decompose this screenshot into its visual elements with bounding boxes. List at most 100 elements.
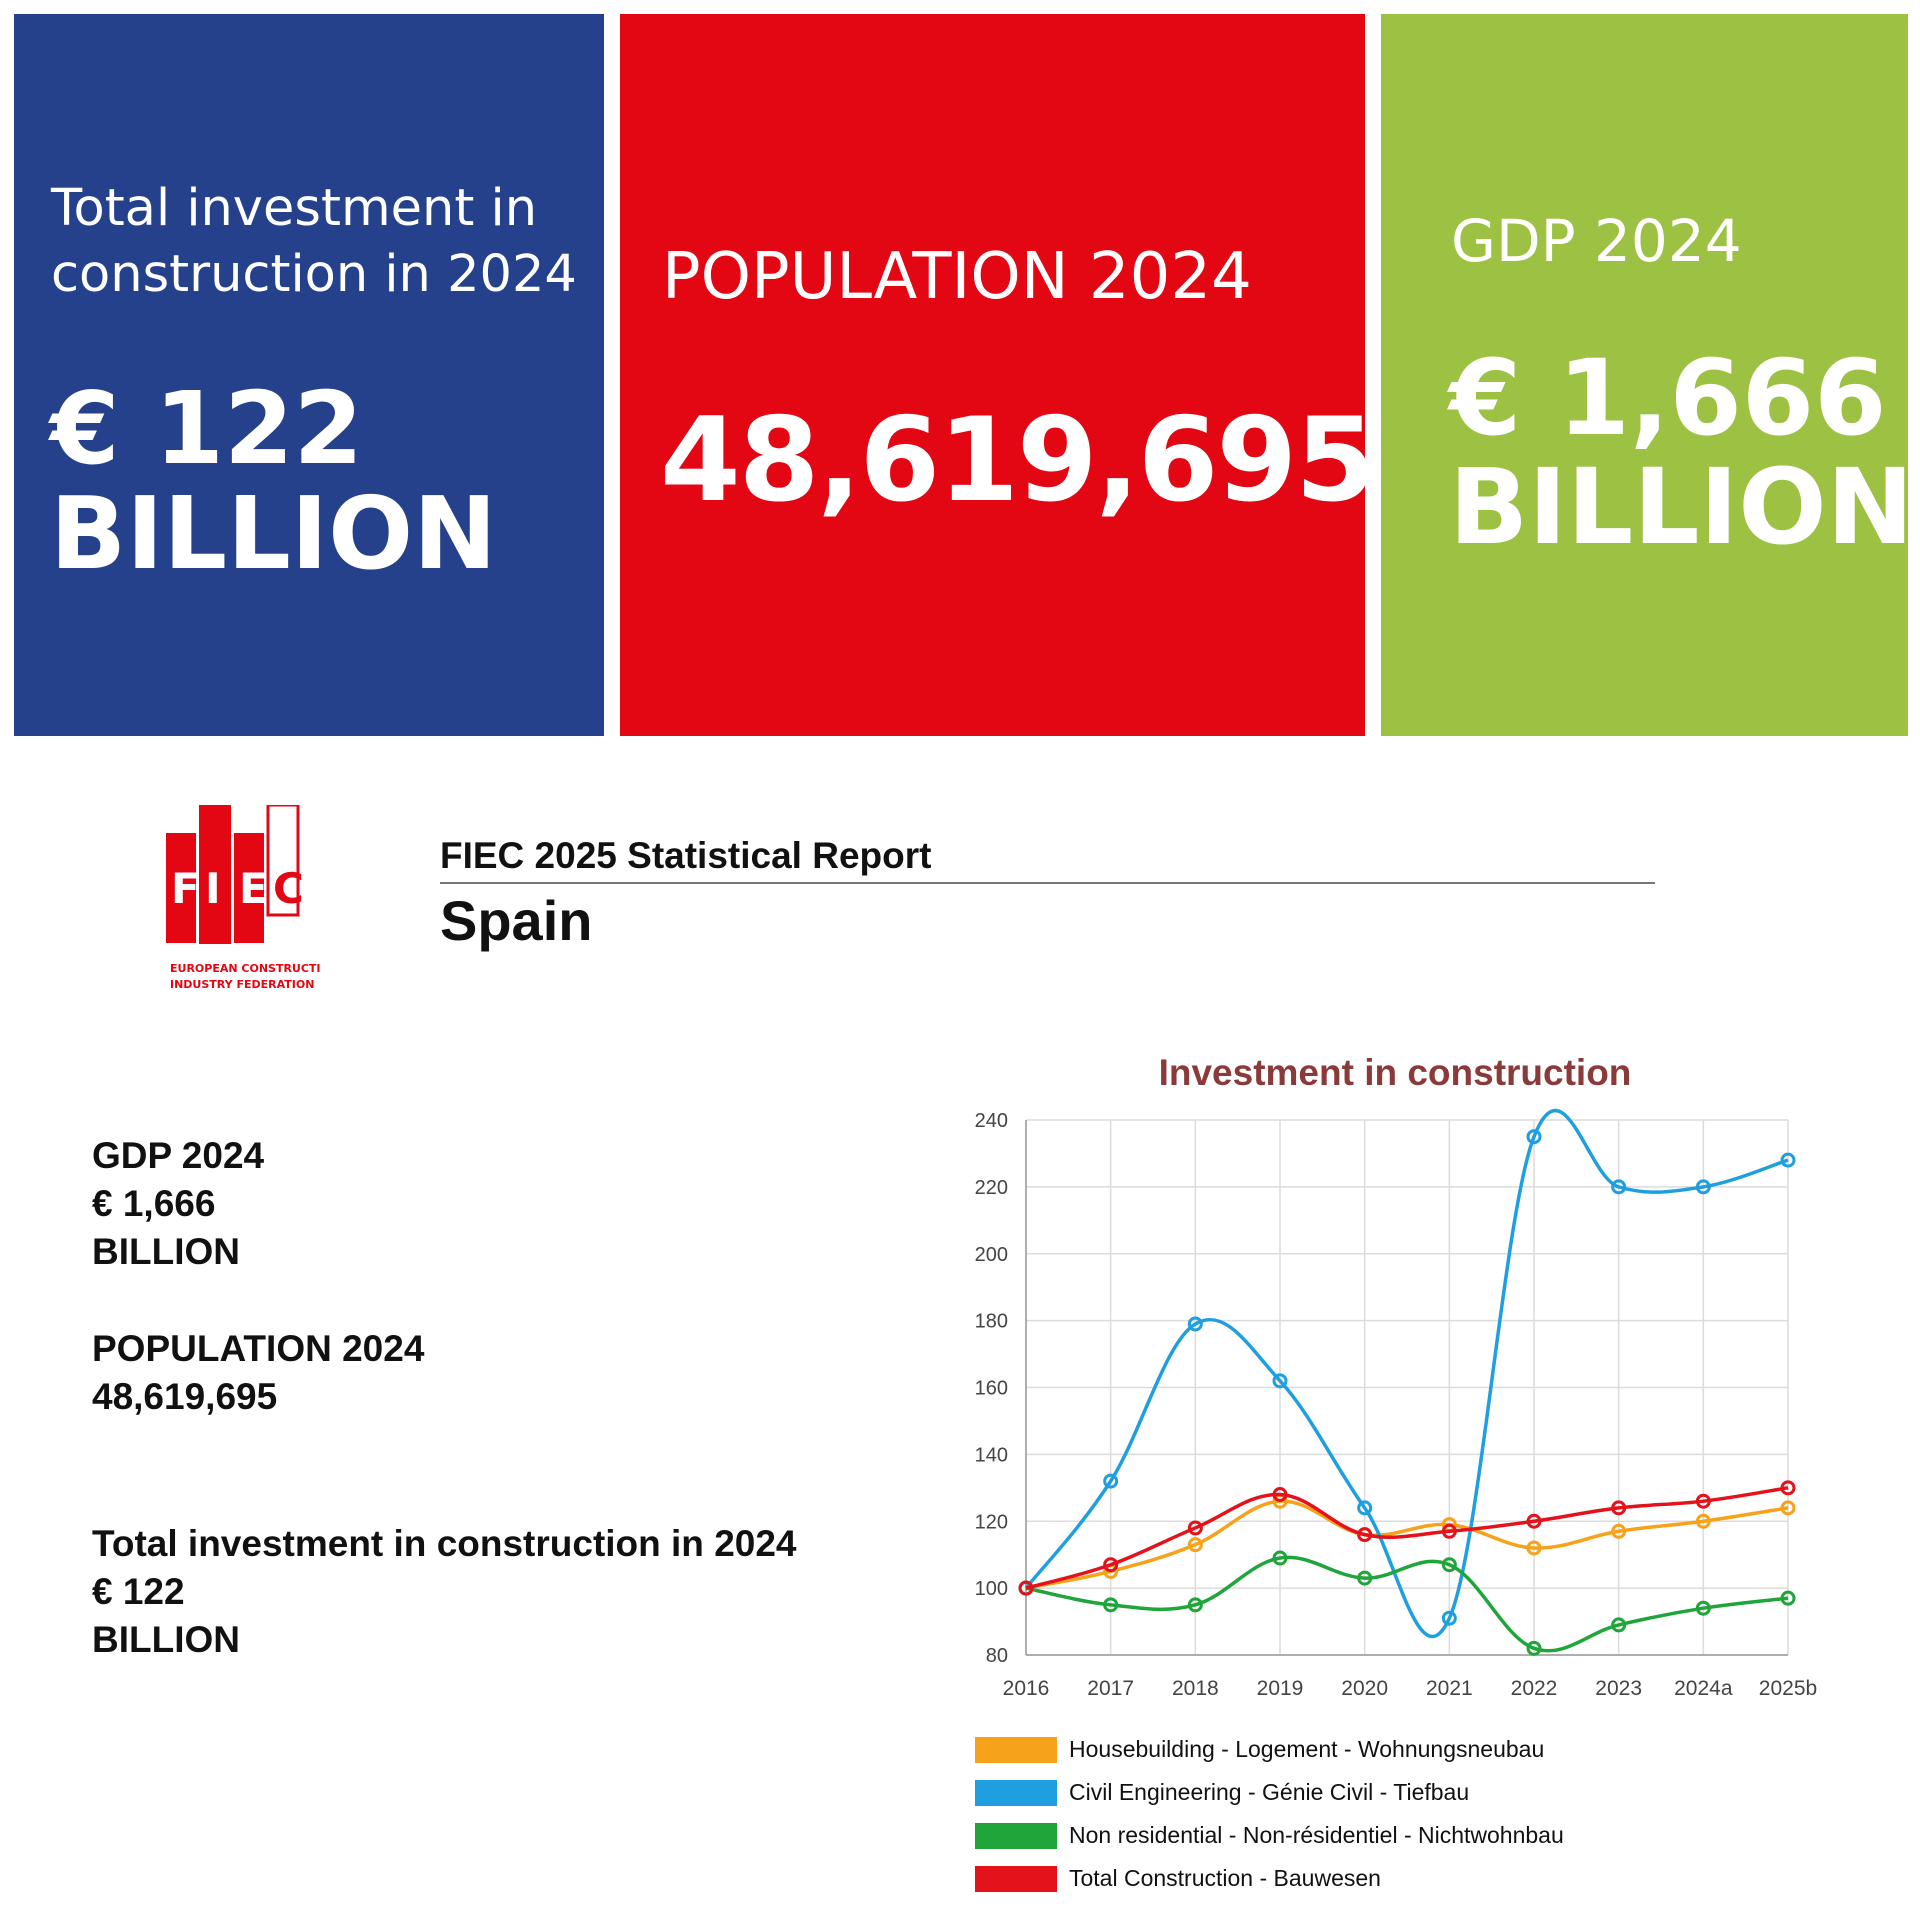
legend-swatch	[975, 1779, 1057, 1806]
data-point	[1526, 1129, 1542, 1145]
data-point	[1526, 1540, 1542, 1556]
fiec-logo: FIEC EUROPEAN CONSTRUCTION INDUSTRY FEDE…	[166, 805, 320, 991]
population-tile-label: POPULATION 2024	[662, 240, 1252, 314]
data-point	[1187, 1316, 1203, 1332]
legend-item: Housebuilding - Logement - Wohnungsneuba…	[975, 1728, 1564, 1771]
gdp-tile-value: € 1,666 BILLION	[1449, 337, 1914, 569]
data-point	[1611, 1500, 1627, 1516]
svg-text:FIEC: FIEC	[171, 864, 304, 913]
series-line-0	[1025, 1499, 1789, 1590]
summary-gdp-value: € 1,666	[92, 1183, 216, 1224]
data-point	[1441, 1610, 1457, 1626]
legend-label: Non residential - Non-résidentiel - Nich…	[1069, 1822, 1564, 1848]
summary-population: POPULATION 2024 48,619,695	[92, 1325, 424, 1421]
country-name: Spain	[440, 889, 593, 952]
data-point	[1103, 1597, 1119, 1613]
investment-label-line2: construction in 2024	[51, 245, 577, 305]
data-point	[1526, 1640, 1542, 1656]
legend-item: Non residential - Non-résidentiel - Nich…	[975, 1814, 1564, 1857]
y-tick-label: 120	[975, 1511, 1008, 1533]
y-tick-label: 160	[975, 1378, 1008, 1400]
investment-tile-value: € 122 BILLION	[50, 376, 497, 586]
logo-caption-line1: EUROPEAN CONSTRUCTION	[170, 962, 320, 975]
data-point	[1357, 1500, 1373, 1516]
summary-inv-value: € 122	[92, 1571, 185, 1612]
summary-inv-label: Total investment in construction in 2024	[92, 1523, 797, 1564]
legend-item: Total Construction - Bauwesen	[975, 1857, 1564, 1900]
report-title: FIEC 2025 Statistical Report	[440, 835, 932, 876]
y-tick-label: 80	[986, 1645, 1008, 1667]
gdp-tile-label: GDP 2024	[1451, 207, 1742, 275]
data-point	[1187, 1597, 1203, 1613]
logo-letter-c: C	[273, 864, 304, 913]
legend-swatch	[975, 1822, 1057, 1849]
summary-pop-value: 48,619,695	[92, 1376, 278, 1417]
data-point	[1695, 1600, 1711, 1616]
legend-swatch	[975, 1736, 1057, 1763]
data-point	[1103, 1473, 1119, 1489]
gdp-value-line1: € 1,666	[1449, 337, 1887, 459]
chart-legend: Housebuilding - Logement - Wohnungsneuba…	[975, 1728, 1564, 1900]
data-point	[1780, 1152, 1796, 1168]
series-line-1	[1024, 1108, 1789, 1639]
data-point	[1780, 1590, 1796, 1606]
population-tile: POPULATION 2024 48,619,695	[620, 14, 1376, 736]
y-tick-label: 140	[975, 1444, 1008, 1466]
y-tick-label: 240	[975, 1110, 1008, 1132]
legend-label: Total Construction - Bauwesen	[1069, 1865, 1381, 1891]
investment-value-line1: € 122	[50, 370, 364, 487]
summary-gdp: GDP 2024 € 1,666 BILLION	[92, 1132, 264, 1276]
population-tile-value: 48,619,695	[660, 393, 1376, 528]
data-point	[1780, 1480, 1796, 1496]
data-point	[1018, 1580, 1034, 1596]
data-point	[1272, 1373, 1288, 1389]
investment-tile-label: Total investment in construction in 2024	[51, 176, 577, 309]
legend-swatch	[975, 1865, 1057, 1892]
data-point	[1357, 1570, 1373, 1586]
data-point	[1272, 1487, 1288, 1502]
x-tick-label: 2022	[1511, 1677, 1558, 1700]
gdp-tile: GDP 2024 € 1,666 BILLION	[1381, 14, 1914, 736]
data-point	[1526, 1513, 1542, 1529]
summary-inv-unit: BILLION	[92, 1619, 240, 1660]
data-point	[1695, 1493, 1711, 1509]
summary-gdp-label: GDP 2024	[92, 1135, 265, 1176]
logo-caption-line2: INDUSTRY FEDERATION	[170, 978, 314, 991]
x-tick-label: 2024a	[1674, 1677, 1733, 1700]
x-tick-label: 2025b	[1759, 1677, 1817, 1700]
x-tick-label: 2018	[1172, 1677, 1219, 1700]
data-point	[1103, 1557, 1119, 1573]
investment-tile: Total investment in construction in 2024…	[14, 14, 604, 736]
data-point	[1272, 1550, 1288, 1566]
y-tick-label: 200	[975, 1244, 1008, 1266]
header-divider	[440, 882, 1655, 884]
x-tick-label: 2020	[1341, 1677, 1388, 1700]
data-point	[1611, 1523, 1627, 1539]
data-point	[1695, 1513, 1711, 1529]
summary-pop-label: POPULATION 2024	[92, 1328, 425, 1369]
data-point	[1611, 1179, 1627, 1195]
logo-letter-i: I	[205, 864, 221, 913]
investment-value-line2: BILLION	[50, 475, 497, 592]
summary-investment: Total investment in construction in 2024…	[92, 1520, 797, 1664]
data-point	[1611, 1617, 1627, 1633]
investment-label-line1: Total investment in	[51, 179, 538, 238]
y-tick-label: 220	[975, 1177, 1008, 1199]
data-point	[1695, 1179, 1711, 1195]
series-line-3	[1025, 1486, 1789, 1590]
x-tick-label: 2019	[1257, 1677, 1304, 1700]
x-tick-label: 2023	[1595, 1677, 1642, 1700]
chart-title: Investment in construction	[1158, 1052, 1632, 1093]
x-tick-label: 2021	[1426, 1677, 1473, 1700]
data-point	[1441, 1557, 1457, 1573]
data-point	[1441, 1523, 1457, 1539]
data-point	[1357, 1527, 1373, 1543]
legend-label: Civil Engineering - Génie Civil - Tiefba…	[1069, 1779, 1470, 1805]
logo-letter-f: F	[171, 864, 200, 913]
x-tick-label: 2016	[1003, 1677, 1050, 1700]
series-line-2	[1025, 1555, 1789, 1653]
gdp-value-line2: BILLION	[1449, 446, 1914, 569]
legend-item: Civil Engineering - Génie Civil - Tiefba…	[975, 1771, 1564, 1814]
legend-label: Housebuilding - Logement - Wohnungsneuba…	[1069, 1736, 1545, 1762]
